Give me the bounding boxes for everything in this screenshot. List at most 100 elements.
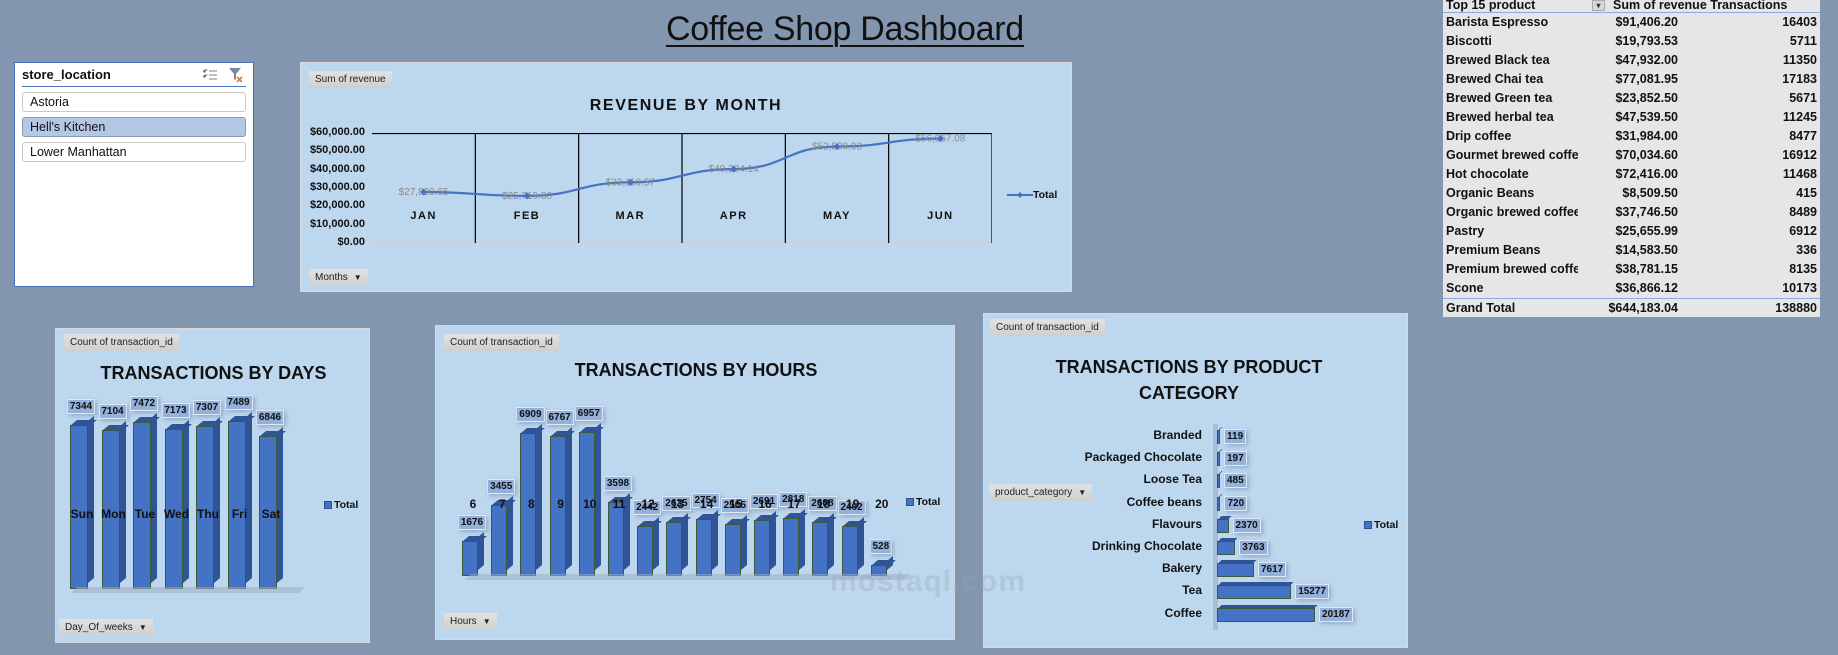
y-tick-label: Tea	[1182, 583, 1202, 598]
x-tick-label: Sun	[70, 507, 94, 521]
data-label: 528	[869, 539, 893, 555]
legend-label: Total	[334, 499, 359, 511]
chart-legend: Total	[1007, 189, 1057, 201]
transactions-value: 6912	[1789, 224, 1817, 238]
product-category-field-button[interactable]: product_category ▼	[989, 484, 1093, 501]
value-field-button[interactable]: Sum of revenue	[309, 71, 392, 88]
data-label: 2608	[808, 496, 837, 512]
y-tick-label: Branded	[1153, 428, 1202, 442]
revenue-value: $37,746.50	[1615, 205, 1678, 219]
slicer-item[interactable]: Lower Manhattan	[22, 142, 246, 162]
table-row[interactable]: Gourmet brewed coffe $70,034.60 16912	[1443, 146, 1820, 165]
product-name: Brewed herbal tea	[1446, 110, 1554, 124]
months-field-button[interactable]: Months ▼	[309, 269, 368, 286]
bar	[1217, 607, 1316, 622]
total-label: Grand Total	[1446, 301, 1516, 315]
dropdown-arrow-icon: ▼	[138, 623, 147, 632]
bar	[812, 522, 829, 576]
legend-swatch-icon	[1364, 521, 1372, 529]
table-row[interactable]: Organic Beans $8,509.50 415	[1443, 184, 1820, 203]
table-row[interactable]: Premium brewed coffe $38,781.15 8135	[1443, 260, 1820, 279]
value-field-button[interactable]: Count of transaction_id	[444, 334, 559, 351]
legend-swatch-icon	[906, 498, 914, 506]
product-name: Organic brewed coffee	[1446, 205, 1578, 219]
header-product[interactable]: Top 15 product	[1446, 0, 1578, 12]
table-row[interactable]: Brewed Black tea $47,932.00 11350	[1443, 51, 1820, 70]
dropdown-arrow-icon: ▼	[1078, 488, 1087, 497]
x-tick-label: 6	[469, 497, 477, 511]
product-name: Brewed Black tea	[1446, 53, 1550, 67]
slicer-item[interactable]: Astoria	[22, 92, 246, 112]
table-row[interactable]: Barista Espresso $91,406.20 16403	[1443, 13, 1820, 32]
dropdown-arrow-icon: ▼	[482, 617, 491, 626]
revenue-value: $38,781.15	[1615, 262, 1678, 276]
x-tick-label: 10	[583, 497, 597, 511]
category-axis-wall	[1213, 424, 1218, 630]
chart-legend: Total	[324, 499, 358, 511]
transactions-value: 336	[1796, 243, 1817, 257]
y-tick-label: $20,000.00	[309, 199, 365, 212]
x-tick-label: JAN	[410, 210, 437, 222]
bar	[783, 517, 800, 576]
data-label: 2402	[837, 500, 866, 516]
product-name: Gourmet brewed coffe	[1446, 148, 1578, 162]
table-row[interactable]: Organic brewed coffee $37,746.50 8489	[1443, 203, 1820, 222]
x-tick-label: 16	[758, 497, 772, 511]
table-row[interactable]: Drip coffee $31,984.00 8477	[1443, 127, 1820, 146]
clear-filter-icon[interactable]	[226, 67, 246, 83]
table-row[interactable]: Brewed herbal tea $47,539.50 11245	[1443, 108, 1820, 127]
table-row[interactable]: Scone $36,866.12 10173	[1443, 279, 1820, 298]
chart-title: TRANSACTIONS BY PRODUCT CATEGORY	[1044, 354, 1334, 406]
bar	[1217, 496, 1221, 511]
bar-plot-area	[70, 389, 300, 589]
data-label: 20187	[1319, 606, 1353, 622]
table-row[interactable]: Brewed Green tea $23,852.50 5671	[1443, 89, 1820, 108]
data-point-marker	[420, 188, 428, 196]
data-point-marker	[730, 165, 738, 173]
legend-swatch-icon	[324, 501, 332, 509]
revenue-value: $47,932.00	[1615, 53, 1678, 67]
bar	[1217, 585, 1292, 600]
line-legend-icon	[1007, 192, 1033, 198]
revenue-value: $91,406.20	[1615, 15, 1678, 29]
hours-field-button[interactable]: Hours ▼	[444, 613, 497, 630]
revenue-value: $77,081.95	[1615, 72, 1678, 86]
data-label: 6767	[545, 410, 574, 426]
y-tick-label: $60,000.00	[309, 126, 365, 138]
value-field-button[interactable]: Count of transaction_id	[990, 319, 1105, 336]
data-label: 7617	[1257, 562, 1287, 578]
revenue-by-month-chart: Sum of revenue REVENUE BY MONTH $27,820.…	[300, 62, 1072, 292]
y-tick-label: Coffee beans	[1126, 494, 1202, 509]
data-point-marker	[523, 192, 531, 200]
header-label: Top 15 product	[1446, 0, 1536, 12]
product-name: Scone	[1446, 281, 1484, 295]
x-tick-label: 7	[498, 497, 506, 511]
transactions-value: 11468	[1782, 167, 1817, 181]
y-tick-label: $0.00	[337, 236, 365, 248]
table-row[interactable]: Premium Beans $14,583.50 336	[1443, 241, 1820, 260]
slicer-title: store_location	[22, 67, 111, 82]
bar	[608, 501, 624, 576]
chart-legend: Total	[1364, 519, 1398, 531]
table-row[interactable]: Brewed Chai tea $77,081.95 17183	[1443, 70, 1820, 89]
chart-title: TRANSACTIONS BY HOURS	[574, 360, 818, 380]
table-row[interactable]: Biscotti $19,793.53 5711	[1443, 32, 1820, 51]
value-field-button[interactable]: Count of transaction_id	[64, 334, 179, 351]
transactions-value: 415	[1796, 186, 1817, 200]
transactions-by-hours-chart: Count of transaction_id TRANSACTIONS BY …	[435, 325, 955, 640]
transactions-value: 8489	[1789, 205, 1817, 219]
data-label: 3598	[603, 475, 633, 491]
multi-select-icon[interactable]	[200, 67, 220, 83]
revenue-value: $19,793.53	[1615, 34, 1678, 48]
data-label: 6846	[255, 409, 285, 425]
day-of-weeks-field-button[interactable]: Day_Of_weeks ▼	[59, 619, 153, 636]
sort-filter-icon[interactable]: ▾	[1592, 0, 1605, 11]
table-row[interactable]: Hot chocolate $72,416.00 11468	[1443, 165, 1820, 184]
slicer-item[interactable]: Hell's Kitchen	[22, 117, 246, 137]
chart-title: REVENUE BY MONTH	[589, 97, 783, 114]
transactions-value: 5711	[1789, 34, 1817, 48]
table-row[interactable]: Pastry $25,655.99 6912	[1443, 222, 1820, 241]
line-plot-area: $27,820.65$25,719.80$33,110.57$40,304.14…	[372, 133, 992, 243]
revenue-value: $23,852.50	[1615, 91, 1678, 105]
bar	[1217, 518, 1229, 533]
